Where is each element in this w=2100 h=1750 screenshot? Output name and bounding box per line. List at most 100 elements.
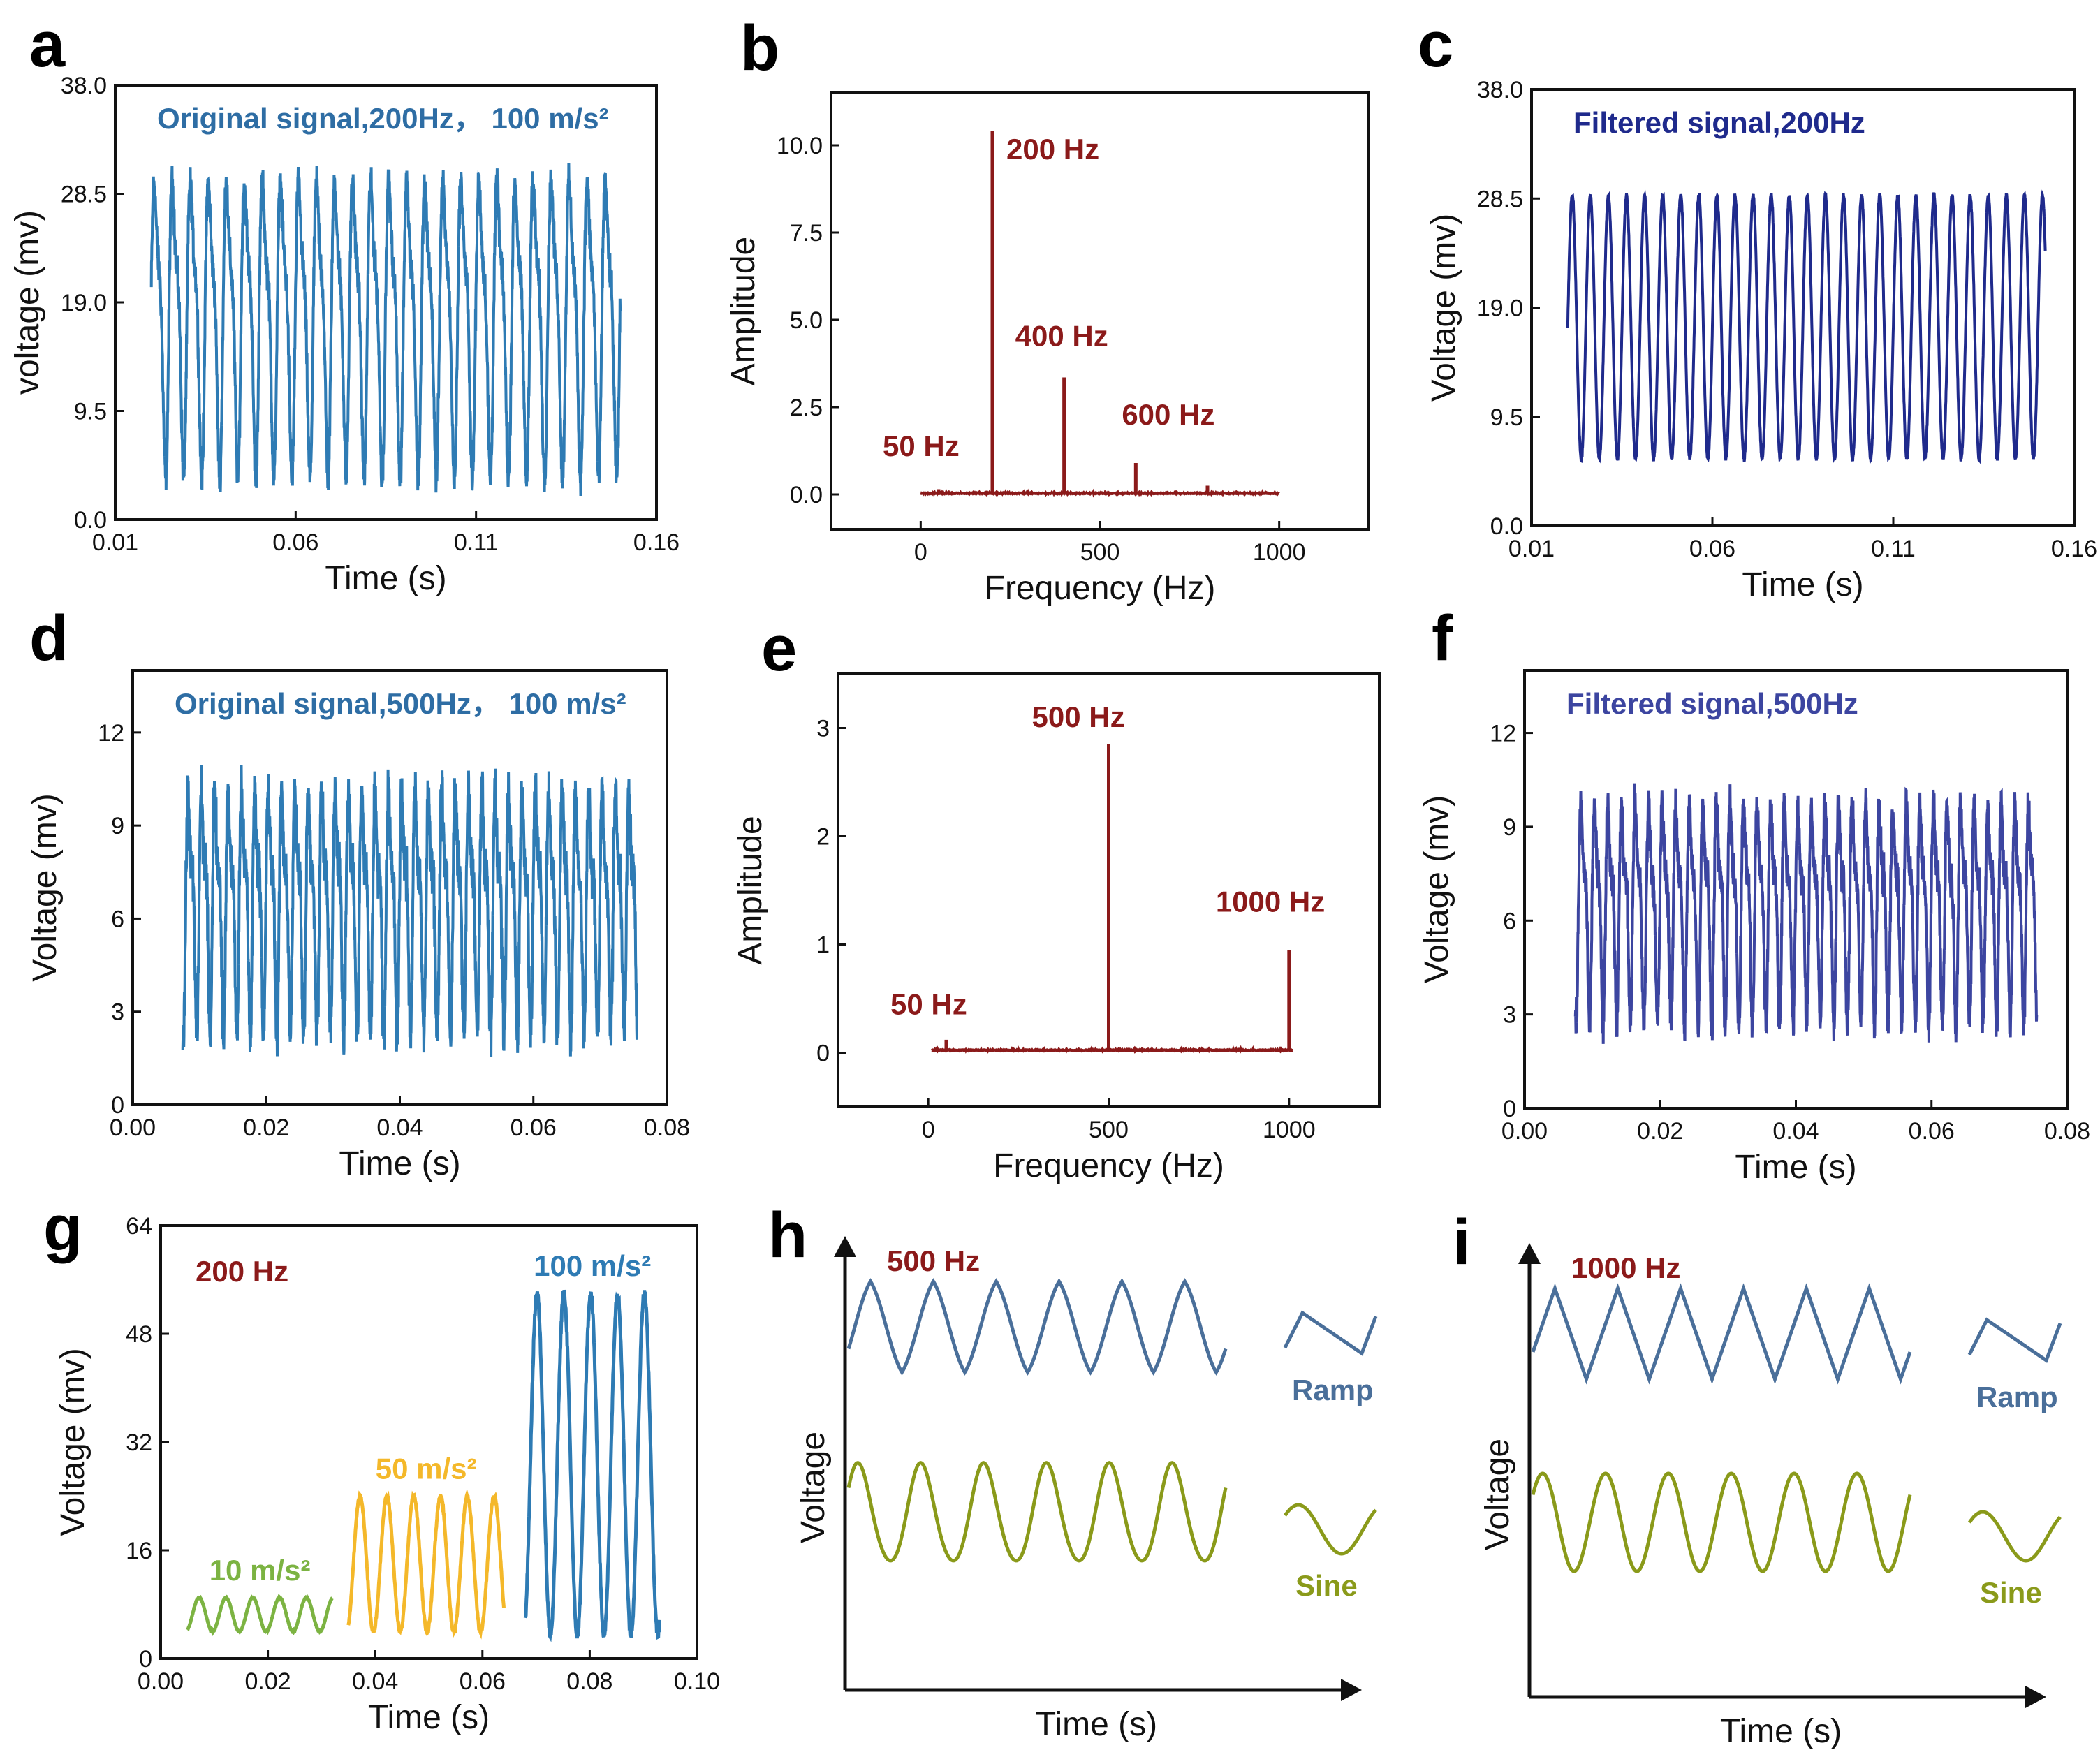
y-tick-label: 16 bbox=[126, 1538, 152, 1564]
x-tick-label: 0.06 bbox=[511, 1115, 557, 1141]
panel-label-c: c bbox=[1418, 9, 1453, 80]
spectrum-baseline-b bbox=[920, 488, 1280, 498]
panel-title-a: Original signal,200Hz， 100 m/s² bbox=[157, 102, 609, 135]
y-tick-label: 0 bbox=[816, 1041, 830, 1067]
spectrum-baseline-e bbox=[930, 1045, 1293, 1054]
x-tick-label: 0.00 bbox=[1501, 1118, 1548, 1145]
panel-label-e: e bbox=[761, 613, 797, 684]
y-tick-label: 19.0 bbox=[1477, 295, 1523, 322]
x-tick-label: 0.01 bbox=[1508, 536, 1555, 562]
peak-label: 200 Hz bbox=[1006, 133, 1099, 166]
y-axis-label: Amplitude bbox=[732, 816, 769, 964]
panel-title-h: 500 Hz bbox=[887, 1244, 980, 1277]
x-tick-label: 0.04 bbox=[376, 1115, 423, 1141]
peak-label: 500 Hz bbox=[1032, 700, 1125, 733]
y-axis-label: Voltage (mv) bbox=[1425, 214, 1462, 402]
signal-line-f bbox=[1573, 783, 2039, 1044]
y-tick-label: 19.0 bbox=[61, 290, 107, 316]
y-tick-label: 2.5 bbox=[790, 395, 823, 421]
y-axis-label: voltage (mv) bbox=[9, 210, 46, 395]
series-label: 10 m/s² bbox=[210, 1554, 311, 1587]
signal-line-c bbox=[1566, 189, 2047, 465]
x-axis-label: Time (s) bbox=[325, 560, 446, 597]
series-label: 100 m/s² bbox=[534, 1249, 651, 1282]
x-tick-label: 0.06 bbox=[272, 529, 318, 556]
y-tick-label: 64 bbox=[126, 1213, 152, 1240]
y-tick-label: 10.0 bbox=[777, 133, 823, 159]
x-tick-label: 0.01 bbox=[92, 529, 138, 556]
x-tick-label: 0.06 bbox=[460, 1668, 506, 1695]
x-tick-label: 0.02 bbox=[245, 1668, 291, 1695]
y-tick-label: 2 bbox=[816, 824, 830, 851]
x-tick-label: 0.16 bbox=[2051, 536, 2097, 562]
x-tick-label: 0.02 bbox=[1637, 1118, 1683, 1145]
y-tick-label: 9.5 bbox=[74, 399, 107, 425]
x-tick-label: 0.06 bbox=[1909, 1118, 1955, 1145]
y-axis-label: Voltage bbox=[1479, 1439, 1516, 1550]
x-tick-label: 0.11 bbox=[454, 529, 499, 556]
y-arrowhead bbox=[834, 1236, 856, 1257]
x-tick-label: 0.08 bbox=[644, 1115, 690, 1141]
y-axis-label: Voltage (mv) bbox=[1418, 795, 1455, 983]
panel-title-f: Filtered signal,500Hz bbox=[1566, 687, 1858, 720]
ramp-legend-icon bbox=[1967, 1317, 2062, 1363]
peak-label: 50 Hz bbox=[890, 988, 967, 1021]
panel-title-c: Filtered signal,200Hz bbox=[1573, 106, 1865, 139]
x-tick-label: 0.06 bbox=[1689, 536, 1735, 562]
x-axis-label: Time (s) bbox=[1720, 1713, 1842, 1750]
panel-label-g: g bbox=[43, 1193, 82, 1264]
panel-label-h: h bbox=[768, 1200, 807, 1271]
y-axis-label: Voltage bbox=[795, 1432, 832, 1543]
ramp-legend-icon bbox=[1283, 1310, 1378, 1356]
plot-frame-b bbox=[830, 91, 1370, 531]
panel-label-b: b bbox=[740, 13, 779, 84]
y-tick-label: 32 bbox=[126, 1429, 152, 1456]
sine-waveform bbox=[1531, 1471, 1912, 1573]
y-tick-label: 6 bbox=[1503, 908, 1516, 934]
y-tick-label: 28.5 bbox=[61, 182, 107, 208]
ramp-waveform bbox=[846, 1278, 1228, 1376]
sine-legend-label: Sine bbox=[1980, 1576, 2042, 1609]
peak-label: 50 Hz bbox=[883, 429, 960, 462]
signal-line-d bbox=[181, 765, 638, 1057]
series-label: 50 m/s² bbox=[376, 1453, 477, 1485]
y-tick-label: 9.5 bbox=[1490, 404, 1523, 431]
y-tick-label: 0.0 bbox=[74, 507, 107, 534]
y-tick-label: 6 bbox=[111, 906, 124, 932]
y-tick-label: 38.0 bbox=[61, 73, 107, 99]
y-tick-label: 12 bbox=[98, 720, 124, 747]
x-tick-label: 0.00 bbox=[110, 1115, 156, 1141]
x-tick-label: 0 bbox=[922, 1117, 935, 1143]
y-axis-label: Amplitude bbox=[725, 237, 762, 385]
x-tick-label: 0.00 bbox=[138, 1668, 184, 1695]
sine-legend-icon bbox=[1283, 1503, 1377, 1556]
x-tick-label: 500 bbox=[1080, 539, 1120, 566]
x-tick-label: 0 bbox=[914, 539, 927, 566]
x-tick-label: 0.02 bbox=[243, 1115, 289, 1141]
y-tick-label: 0 bbox=[111, 1092, 124, 1119]
ramp-legend-label: Ramp bbox=[1976, 1381, 2058, 1413]
panel-label-a: a bbox=[29, 9, 66, 80]
x-tick-label: 0.10 bbox=[674, 1668, 720, 1695]
y-tick-label: 48 bbox=[126, 1321, 152, 1348]
sine-waveform bbox=[846, 1461, 1228, 1563]
y-axis-label: Voltage (mv) bbox=[54, 1348, 91, 1536]
panel-title-d: Original signal,500Hz， 100 m/s² bbox=[175, 687, 626, 720]
y-tick-label: 9 bbox=[111, 813, 124, 839]
y-tick-label: 12 bbox=[1490, 721, 1516, 747]
series-line-2 bbox=[523, 1289, 661, 1642]
y-tick-label: 3 bbox=[111, 999, 124, 1026]
y-tick-label: 3 bbox=[816, 716, 830, 742]
y-axis-label: Voltage (mv) bbox=[27, 793, 64, 981]
panel-label-i: i bbox=[1453, 1207, 1471, 1278]
x-tick-label: 0.16 bbox=[633, 529, 680, 556]
x-axis-label: Time (s) bbox=[1742, 566, 1863, 603]
x-tick-label: 0.04 bbox=[1772, 1118, 1819, 1145]
x-tick-label: 0.08 bbox=[2044, 1118, 2090, 1145]
y-tick-label: 0.0 bbox=[790, 482, 823, 508]
panel-label-d: d bbox=[29, 603, 68, 674]
y-tick-label: 0 bbox=[139, 1646, 152, 1672]
x-arrowhead bbox=[2025, 1686, 2046, 1708]
y-tick-label: 7.5 bbox=[790, 220, 823, 247]
